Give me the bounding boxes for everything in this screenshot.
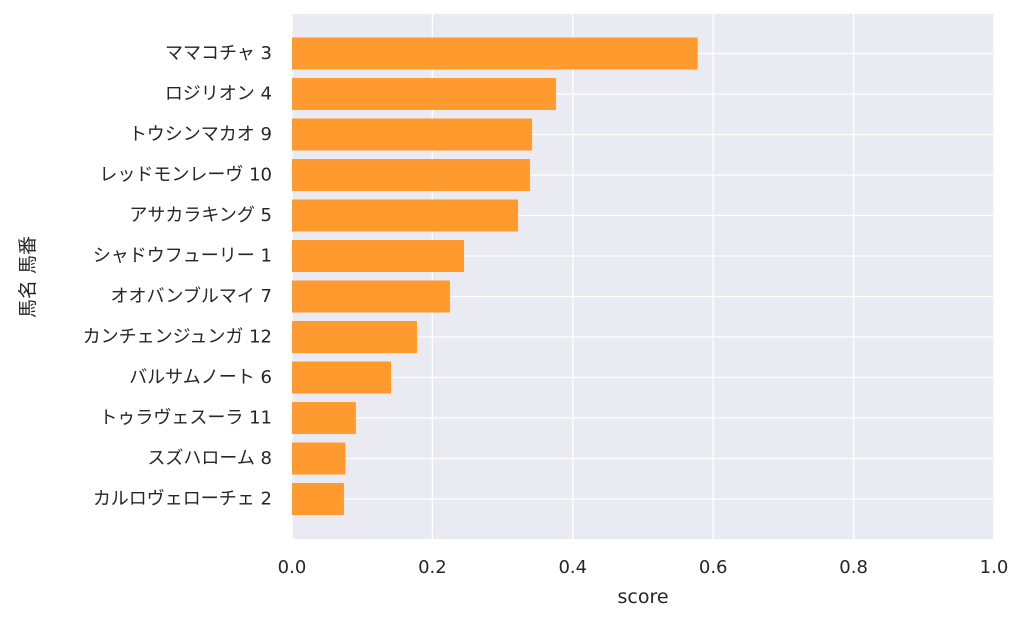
x-tick-label: 1.0 <box>980 557 1009 578</box>
y-tick-label: トゥラヴェスーラ 11 <box>99 408 272 429</box>
x-tick-label: 0.4 <box>558 557 587 578</box>
y-tick-label: アサカラキング 5 <box>129 205 272 226</box>
x-tick-label: 0.8 <box>839 557 868 578</box>
bar <box>292 199 519 232</box>
y-tick-label: シャドウフューリー 1 <box>93 246 272 267</box>
y-tick-label: レッドモンレーヴ 10 <box>99 165 272 186</box>
x-tick-labels: 0.0 0.2 0.4 0.6 0.8 1.0 <box>278 557 1009 578</box>
bar <box>292 37 698 70</box>
bar <box>292 442 346 475</box>
bar <box>292 280 450 313</box>
y-tick-labels: ママコチャ 3 ロジリオン 4 トウシンマカオ 9 レッドモンレーヴ 10 アサカラキン… <box>83 43 272 510</box>
bar <box>292 321 417 353</box>
bar <box>292 159 530 191</box>
y-tick-label: カンチェンジュンガ 12 <box>83 327 272 348</box>
x-tick-label: 0.6 <box>699 557 728 578</box>
y-tick-label: スズハローム 8 <box>147 448 272 469</box>
bar <box>292 483 344 515</box>
y-tick-label: ママコチャ 3 <box>165 43 272 64</box>
bars <box>292 37 698 515</box>
y-tick-label: ロジリオン 4 <box>165 84 272 105</box>
y-tick-label: トウシンマカオ 9 <box>129 124 272 145</box>
bar <box>292 240 464 272</box>
y-axis-title: 馬名 馬番 <box>17 236 39 318</box>
y-tick-label: カルロヴェローチェ 2 <box>93 489 272 510</box>
x-tick-label: 0.0 <box>278 557 307 578</box>
bar <box>292 118 533 151</box>
x-tick-label: 0.2 <box>418 557 447 578</box>
bar <box>292 402 356 434</box>
bar <box>292 78 556 110</box>
bar <box>292 361 391 394</box>
y-tick-label: オオバンブルマイ 7 <box>110 285 272 307</box>
y-tick-label: バルサムノート 6 <box>129 367 272 388</box>
x-axis-title: score <box>617 586 668 608</box>
